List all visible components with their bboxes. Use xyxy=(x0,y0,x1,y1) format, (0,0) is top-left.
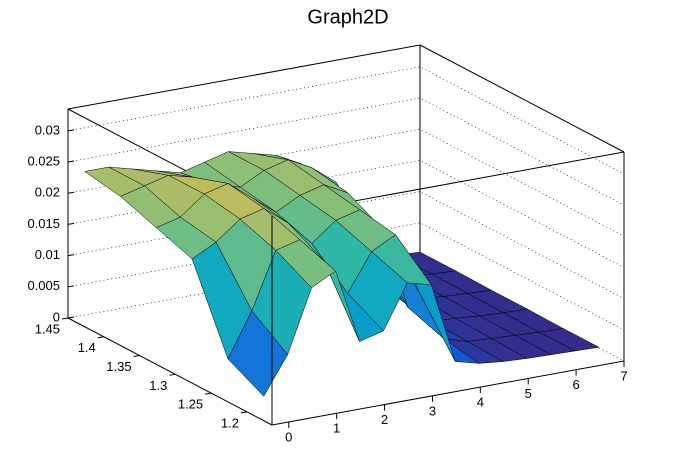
y-tick-label: 1.3 xyxy=(149,378,167,393)
z-tick xyxy=(67,160,75,163)
y-tick-label: 1.35 xyxy=(106,359,131,374)
box-edge xyxy=(67,44,421,110)
y-tick-label: 1.25 xyxy=(178,397,203,412)
z-tick xyxy=(67,254,75,257)
x-tick-label: 5 xyxy=(525,386,532,401)
y-tick-label: 1.45 xyxy=(35,321,60,336)
y-tick xyxy=(169,373,176,376)
z-tick xyxy=(67,191,75,194)
x-tick-label: 2 xyxy=(381,412,388,427)
y-tick xyxy=(240,411,248,414)
x-axis xyxy=(271,360,625,426)
z-tick-label: 0.015 xyxy=(27,216,60,231)
y-tick xyxy=(61,317,69,320)
y-tick xyxy=(133,355,140,358)
z-tick xyxy=(67,129,75,132)
y-tick xyxy=(205,392,212,395)
x-tick-label: 1 xyxy=(333,421,340,436)
z-tick-label: 0.01 xyxy=(35,247,60,262)
x-tick-label: 6 xyxy=(572,377,579,392)
surface-cell xyxy=(227,310,288,397)
z-tick xyxy=(67,222,75,225)
y-axis xyxy=(67,317,273,426)
z-tick-label: 0.03 xyxy=(35,122,60,137)
z-tick-label: 0 xyxy=(53,309,60,324)
z-tick xyxy=(67,316,75,319)
y-tick-label: 1.4 xyxy=(78,340,96,355)
box-edge xyxy=(419,44,625,153)
x-tick-label: 7 xyxy=(620,368,627,383)
y-tick-label: 1.2 xyxy=(221,415,239,430)
z-tick-label: 0.02 xyxy=(35,185,60,200)
z-tick-label: 0.025 xyxy=(27,153,60,168)
z-tick-label: 0.005 xyxy=(27,278,60,293)
y-tick xyxy=(97,336,104,339)
chart-title: Graph2D xyxy=(307,6,388,28)
z-tick xyxy=(67,285,75,288)
grid-line xyxy=(67,66,625,175)
x-tick-label: 4 xyxy=(477,395,484,410)
x-tick-label: 3 xyxy=(429,403,436,418)
x-tick-label: 0 xyxy=(285,429,292,444)
